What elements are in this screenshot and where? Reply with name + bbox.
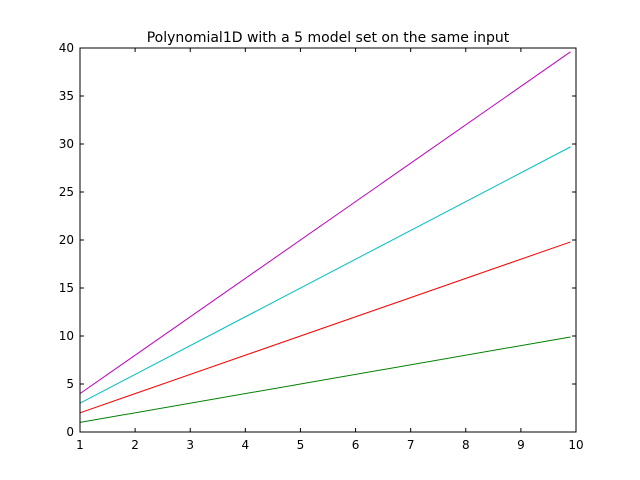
y-tick-label: 10 xyxy=(59,329,74,343)
series-layer xyxy=(79,51,571,433)
y-tick-label: 40 xyxy=(59,41,74,55)
x-tick-label: 5 xyxy=(297,438,305,452)
y-tick-label: 35 xyxy=(59,89,74,103)
x-tick-label: 2 xyxy=(131,438,139,452)
x-tick-label: 8 xyxy=(462,438,470,452)
series-line-4 xyxy=(79,146,571,404)
axes-layer: 1 2 3 4 5 6 7 8 9 10 0 5 10 15 20 25 30 35 40 xyxy=(59,41,584,452)
y-tick-label: 15 xyxy=(59,281,74,295)
x-tick-label: 4 xyxy=(242,438,250,452)
y-tick-label: 20 xyxy=(59,233,74,247)
x-tick-label: 10 xyxy=(568,438,583,452)
series-line-3 xyxy=(79,241,571,414)
series-line-5 xyxy=(79,51,571,395)
x-tick-label: 6 xyxy=(352,438,360,452)
series-line-2 xyxy=(79,336,571,423)
x-tick-label: 1 xyxy=(76,438,84,452)
x-tick-label: 9 xyxy=(517,438,525,452)
y-tick-label: 5 xyxy=(66,377,74,391)
x-tick-label: 7 xyxy=(407,438,415,452)
y-tick-label: 0 xyxy=(66,425,74,439)
y-tick-label: 30 xyxy=(59,137,74,151)
plot-frame xyxy=(79,47,577,433)
chart-title: Polynomial1D with a 5 model set on the s… xyxy=(147,30,510,46)
y-tick-label: 25 xyxy=(59,185,74,199)
x-tick-label: 3 xyxy=(186,438,194,452)
